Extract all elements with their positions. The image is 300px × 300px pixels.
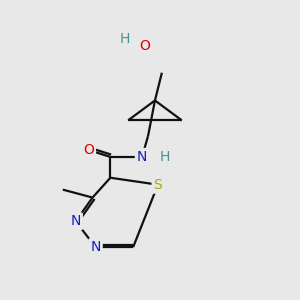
Text: N: N	[137, 150, 147, 164]
Text: O: O	[140, 39, 151, 53]
Text: S: S	[154, 178, 162, 192]
Text: H: H	[120, 32, 130, 46]
Text: H: H	[160, 150, 170, 164]
Text: O: O	[83, 143, 94, 157]
Text: N: N	[90, 240, 101, 254]
Text: N: N	[70, 214, 81, 228]
